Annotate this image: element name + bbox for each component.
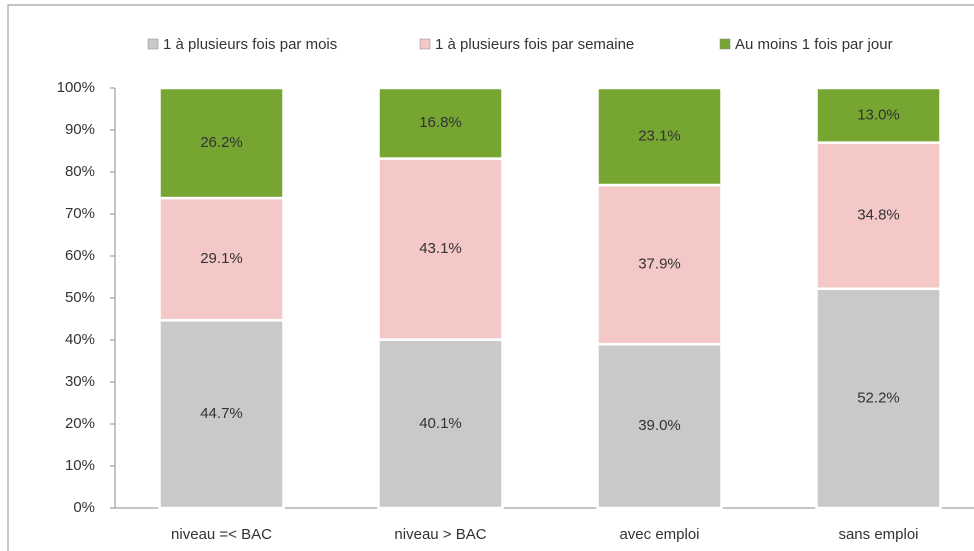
legend-label: 1 à plusieurs fois par mois (163, 36, 337, 53)
y-tick-label: 100% (57, 79, 95, 96)
bar-segment (815, 86, 942, 144)
value-label: 43.1% (419, 240, 462, 257)
y-tick-label: 60% (65, 247, 95, 264)
legend-label: Au moins 1 fois par jour (735, 36, 893, 53)
legend-swatch (419, 38, 431, 50)
value-label: 34.8% (857, 207, 900, 224)
y-tick-label: 20% (65, 415, 95, 432)
y-tick-label: 90% (65, 121, 95, 138)
bar-segment (596, 342, 723, 510)
bar-segment (815, 141, 942, 291)
legend-swatch (719, 38, 731, 50)
value-label: 40.1% (419, 415, 462, 432)
value-label: 37.9% (638, 256, 681, 273)
value-label: 52.2% (857, 389, 900, 406)
value-label: 29.1% (200, 250, 243, 267)
bar-segment (377, 86, 504, 160)
x-tick-label: avec emploi (619, 526, 699, 543)
bar-segment (596, 183, 723, 346)
legend-swatch (147, 38, 159, 50)
bar-segment (158, 319, 285, 510)
bar-segment (158, 86, 285, 200)
y-tick-label: 0% (73, 499, 95, 516)
value-label: 23.1% (638, 127, 681, 144)
x-tick-label: niveau =< BAC (171, 526, 272, 543)
y-tick-label: 30% (65, 373, 95, 390)
bar-segment (596, 86, 723, 187)
value-label: 39.0% (638, 417, 681, 434)
y-tick-label: 80% (65, 163, 95, 180)
x-tick-label: niveau > BAC (394, 526, 486, 543)
y-tick-label: 10% (65, 457, 95, 474)
legend-label: 1 à plusieurs fois par semaine (435, 36, 634, 53)
y-tick-label: 70% (65, 205, 95, 222)
x-tick-label: sans emploi (838, 526, 918, 543)
bar-segment (815, 287, 942, 510)
value-label: 44.7% (200, 405, 243, 422)
value-label: 26.2% (200, 134, 243, 151)
y-tick-label: 50% (65, 289, 95, 306)
value-label: 16.8% (419, 114, 462, 131)
y-tick-label: 40% (65, 331, 95, 348)
value-label: 13.0% (857, 106, 900, 123)
